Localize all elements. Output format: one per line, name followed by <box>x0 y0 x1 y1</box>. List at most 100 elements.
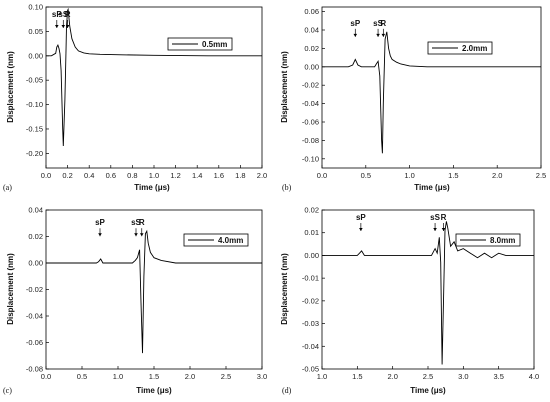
annotation-arrowhead <box>55 25 59 28</box>
annotations-c: sP sSR <box>95 218 145 237</box>
y-tick-label: -0.08 <box>302 136 319 145</box>
x-tick-label: 1.5 <box>149 372 159 381</box>
panel-b: 0.06 0.04 0.02 0.00 -0.02 -0.04 -0.06 -0.08 -0.1… <box>280 6 546 192</box>
x-tick-label: 2.0 <box>257 171 267 180</box>
y-axis-label-b: Displacement (nm) <box>280 51 289 123</box>
x-tick-label: 0.5 <box>77 372 87 381</box>
y-ticks-d: 0.02 0.01 0.00 -0.01 -0.02 -0.03 -0.04 -0.05 <box>302 206 325 374</box>
y-tick-label: 0.00 <box>28 259 43 268</box>
y-ticks-a: 0.10 0.05 0.00 -0.05 -0.10 -0.15 -0.20 <box>26 3 49 158</box>
annotation-arrowhead <box>433 228 437 231</box>
annotation-arrowhead <box>98 233 102 237</box>
annotation-label: sP <box>350 19 360 28</box>
x-ticks-a: 0.0 0.2 0.4 0.6 0.8 1.0 1.2 1.4 1.6 1.8 2.0 <box>41 165 267 180</box>
x-tick-label: 1.0 <box>113 372 123 381</box>
annotations-b: sP sSR <box>350 19 386 37</box>
y-tick-label: -0.10 <box>26 100 43 109</box>
x-axis-label-c: Time (μs) <box>136 386 172 395</box>
y-tick-label: 0.00 <box>28 51 43 60</box>
x-tick-label: 1.5 <box>448 171 458 180</box>
y-tick-label: 0.02 <box>28 232 43 241</box>
x-ticks-d: 1.0 1.5 2.0 2.5 3.0 3.5 4.0 <box>317 366 539 381</box>
annotation-arrowhead <box>376 33 380 37</box>
x-ticks-b: 0.0 0.5 1.0 1.5 2.0 2.5 <box>317 165 546 180</box>
y-tick-label: -0.05 <box>26 76 43 85</box>
x-tick-label: 1.0 <box>149 171 159 180</box>
x-tick-label: 1.2 <box>170 171 180 180</box>
annotation-label: sP <box>52 10 62 19</box>
legend-label-a: 0.5mm <box>202 40 227 49</box>
legend-c: 4.0mm <box>183 233 249 247</box>
legend-a: 0.5mm <box>167 37 233 51</box>
panel-d: 0.02 0.01 0.00 -0.01 -0.02 -0.03 -0.04 -0.05 1.… <box>280 206 539 396</box>
y-tick-label: 0.10 <box>28 3 43 12</box>
y-tick-label: -0.10 <box>302 154 319 163</box>
x-tick-label: 2.5 <box>221 372 231 381</box>
x-tick-label: 3.0 <box>458 372 468 381</box>
legend-b: 2.0mm <box>427 41 493 55</box>
legend-box-a <box>167 37 233 51</box>
x-tick-label: 1.4 <box>192 171 202 180</box>
x-tick-label: 2.0 <box>387 372 397 381</box>
series-line-b <box>322 31 541 154</box>
annotation-arrowhead <box>61 25 66 28</box>
annotation-label: R <box>441 213 447 222</box>
x-tick-label: 2.0 <box>492 171 502 180</box>
series-line-d <box>322 221 534 365</box>
y-tick-label: -0.02 <box>302 81 319 90</box>
panel-label-a: (a) <box>3 183 12 192</box>
x-tick-label: 1.6 <box>214 171 224 180</box>
annotation-arrowhead <box>359 228 363 231</box>
annotation-arrowhead <box>353 33 358 37</box>
annotation-label: sS <box>58 10 68 19</box>
x-axis-label-a: Time (μs) <box>134 183 170 192</box>
y-tick-label: 0.00 <box>304 62 319 71</box>
x-tick-label: 1.0 <box>404 171 414 180</box>
y-tick-label: -0.05 <box>302 365 319 374</box>
series-line-c <box>46 229 262 354</box>
x-tick-label: 2.0 <box>185 372 195 381</box>
annotation-label: R <box>139 218 145 227</box>
x-ticks-c: 0.0 0.5 1.0 1.5 2.0 2.5 3.0 <box>41 366 267 381</box>
annotation-arrowhead <box>65 25 70 28</box>
x-tick-label: 2.5 <box>423 372 433 381</box>
annotation-label: R <box>380 19 386 28</box>
annotation-label: sP <box>356 213 366 222</box>
y-tick-label: 0.04 <box>304 26 319 35</box>
x-tick-label: 1.0 <box>317 372 327 381</box>
annotation-label: sP <box>95 218 105 227</box>
panel-label-d: (d) <box>282 386 292 395</box>
annotation-arrowhead <box>441 228 446 231</box>
y-axis-label-d: Displacement (nm) <box>280 253 289 325</box>
x-axis-label-d: Time (μs) <box>410 386 446 395</box>
x-tick-label: 1.8 <box>235 171 245 180</box>
annotations-d: sP sS R <box>356 213 447 231</box>
y-ticks-b: 0.06 0.04 0.02 0.00 -0.02 -0.04 -0.06 -0.08 -0.1… <box>302 7 325 163</box>
x-tick-label: 0.5 <box>361 171 371 180</box>
annotation-arrowhead <box>381 33 386 37</box>
annotation-label: sS <box>430 213 440 222</box>
y-tick-label: -0.01 <box>302 274 319 283</box>
annotation-label: sS <box>131 218 141 227</box>
legend-d: 8.0mm <box>455 233 521 247</box>
x-tick-label: 0.0 <box>41 171 51 180</box>
x-tick-label: 0.0 <box>317 171 327 180</box>
x-tick-label: 3.5 <box>493 372 503 381</box>
y-tick-label: -0.04 <box>302 342 319 351</box>
panel-c: 0.04 0.02 0.00 -0.02 -0.04 -0.06 -0.08 0.0 0.5 1… <box>3 206 267 396</box>
y-tick-label: 0.06 <box>304 7 319 16</box>
x-tick-label: 2.5 <box>536 171 546 180</box>
x-tick-label: 0.4 <box>84 171 94 180</box>
y-tick-label: -0.02 <box>302 296 319 305</box>
y-axis-label-a: Displacement (nm) <box>6 51 15 123</box>
legend-box-c <box>183 233 249 247</box>
y-ticks-c: 0.04 0.02 0.00 -0.02 -0.04 -0.06 -0.08 <box>26 206 49 374</box>
y-tick-label: 0.05 <box>28 27 43 36</box>
legend-box-d <box>455 233 521 247</box>
legend-label-d: 8.0mm <box>490 236 515 245</box>
x-tick-label: 0.8 <box>127 171 137 180</box>
y-tick-label: 0.02 <box>304 206 319 215</box>
y-axis-label-c: Displacement (nm) <box>6 253 15 325</box>
y-tick-label: -0.08 <box>26 365 43 374</box>
